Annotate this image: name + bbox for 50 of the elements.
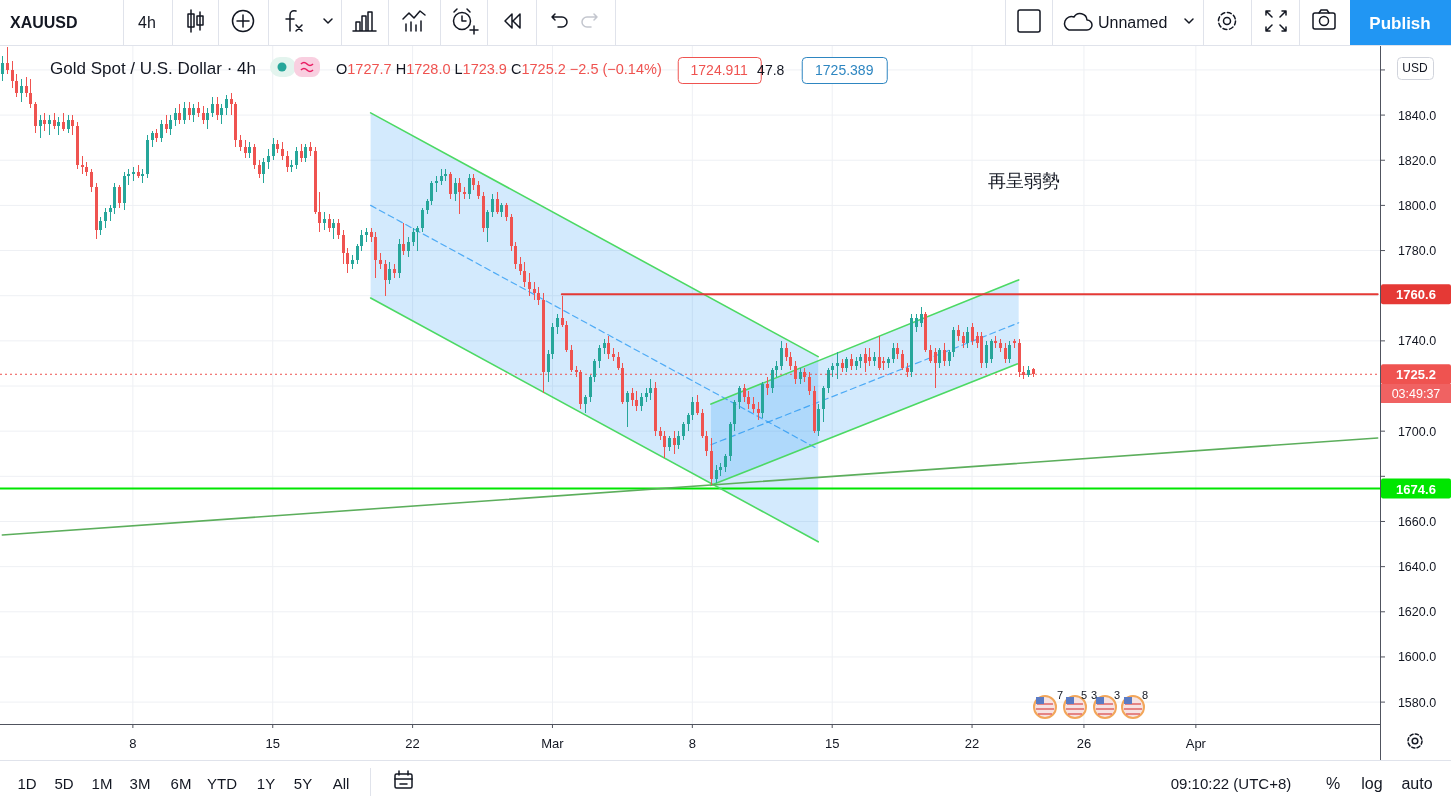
- y-tick: 1580.0: [1397, 695, 1437, 710]
- annotation: Unnamed: [1098, 14, 1168, 31]
- x-tick: 26: [1076, 736, 1092, 751]
- y-tick: 1780.0: [1397, 244, 1437, 259]
- y-tick: 1640.0: [1397, 560, 1437, 575]
- x-tick: 8: [688, 736, 696, 751]
- annotation: 5D: [54, 775, 74, 792]
- annotation: 1D: [17, 775, 37, 792]
- annotation: 1M: [91, 775, 113, 792]
- x-tick: Apr: [1185, 736, 1206, 751]
- annotation: log: [1361, 775, 1383, 792]
- annotation: 1724.911: [690, 62, 748, 78]
- annotation: All: [332, 775, 350, 792]
- annotation: XAUUSD: [10, 14, 78, 31]
- y-tick: 1620.0: [1397, 605, 1437, 620]
- y-tick: 1600.0: [1397, 650, 1437, 665]
- x-tick: 22: [964, 736, 980, 751]
- y-tick: 1840.0: [1397, 108, 1437, 123]
- x-tick: 8: [129, 736, 137, 751]
- annotation: 47.8: [757, 62, 785, 78]
- annotation: 03:49:37: [1391, 387, 1441, 401]
- x-tick: 15: [265, 736, 280, 751]
- y-tick: 1740.0: [1397, 334, 1437, 349]
- annotation: 再呈弱勢: [988, 171, 1060, 191]
- annotation: auto: [1401, 775, 1433, 792]
- annotation: 1725.389: [815, 62, 874, 78]
- annotation: USD: [1402, 61, 1428, 75]
- annotation: 3: [1090, 689, 1098, 701]
- annotation: 1Y: [256, 775, 276, 792]
- annotation: 5Y: [293, 775, 313, 792]
- annotation: 3M: [129, 775, 151, 792]
- annotation: 09:10:22 (UTC+8): [1170, 775, 1292, 792]
- annotation: Publish: [1369, 14, 1431, 33]
- x-tick: 22: [405, 736, 420, 751]
- annotation: 5: [1080, 689, 1088, 701]
- subtitle: O1727.7 H1728.0 L1723.9 C1725.2 −2.5 (−0.14%): [336, 61, 662, 77]
- y-tick: 1820.0: [1397, 153, 1437, 168]
- annotation: 6M: [170, 775, 192, 792]
- y-tick: 1800.0: [1397, 198, 1437, 213]
- y-tick: 1660.0: [1397, 515, 1437, 529]
- x-tick: Mar: [541, 736, 564, 751]
- annotation: 4h: [138, 14, 156, 31]
- annotation: 8: [1141, 689, 1149, 701]
- annotation: YTD: [207, 775, 237, 792]
- x-tick: 15: [824, 736, 840, 751]
- annotation: 7: [1056, 689, 1064, 701]
- y-tick: 1700.0: [1397, 424, 1437, 439]
- annotation: %: [1325, 775, 1341, 792]
- annotation: 3: [1113, 689, 1121, 701]
- title: Gold Spot / U.S. Dollar · 4h: [50, 59, 256, 78]
